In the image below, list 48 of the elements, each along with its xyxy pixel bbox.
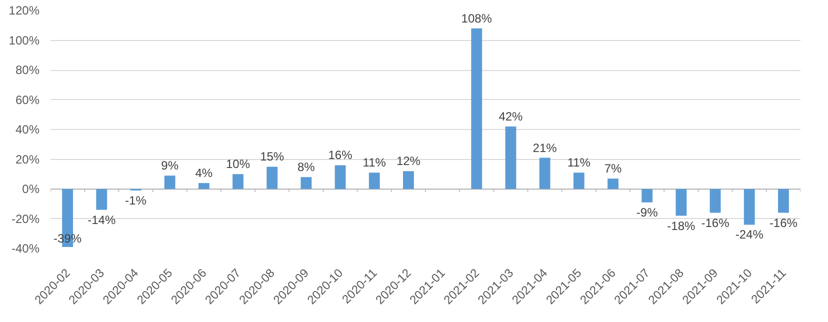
y-tick-label: -20% [11,212,40,226]
data-label: -1% [125,193,147,208]
bar [368,172,380,189]
bar [198,183,210,189]
data-label: 11% [567,156,591,170]
data-label: 8% [298,160,316,174]
bar [778,189,789,213]
y-tick-label: 120% [8,4,40,18]
data-label: -24% [735,228,764,242]
data-label: -14% [88,212,116,227]
data-label: 11% [362,156,386,170]
bar [608,178,618,189]
bar [471,28,482,189]
data-label: 108% [461,11,492,26]
bar [710,189,721,213]
bar [539,158,550,189]
y-tick-label: 20% [15,152,40,166]
data-label: 12% [396,154,421,168]
y-tick-label: 60% [15,92,40,107]
bar [403,171,414,189]
data-label: -16% [701,216,730,230]
y-tick-label: 0% [22,182,40,196]
bar [300,177,312,189]
bar [642,189,653,202]
y-tick-label: 40% [15,122,40,136]
data-label: 7% [604,162,622,176]
bar [96,189,108,210]
bar [164,176,176,189]
bar [232,174,244,189]
y-tick-label: -40% [11,242,40,256]
data-label: -16% [769,216,798,230]
bar [266,166,278,189]
y-tick-label: 80% [15,63,40,77]
data-label: 42% [498,110,524,124]
data-label: 16% [328,148,353,162]
data-label: -9% [636,205,658,220]
bar [334,165,346,189]
data-label: 9% [161,158,179,173]
data-label: -18% [667,218,696,233]
data-label: 15% [260,150,284,164]
bar [573,172,584,189]
bar [676,189,687,216]
bar [505,126,516,189]
data-label: 10% [226,157,250,172]
y-tick-label: 100% [8,33,40,48]
data-label: 21% [532,140,558,155]
data-label: 4% [195,166,213,180]
bar [744,189,755,225]
